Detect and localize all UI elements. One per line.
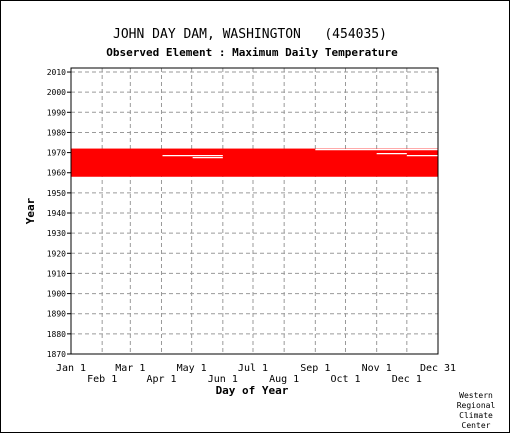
x-tick-label: Dec 31 [420, 363, 456, 374]
y-tick-label: 1940 [47, 209, 66, 218]
x-tick-label: Jun 1 [208, 374, 238, 385]
plot-area-border [70, 67, 439, 355]
y-tick-label: 1930 [47, 229, 66, 238]
credit-line: Center [462, 421, 491, 430]
x-tick-label: Jan 1 [56, 363, 86, 374]
x-tick-label: Jul 1 [238, 363, 268, 374]
credit-block: Western Regional Climate Center [457, 391, 496, 430]
x-tick-label: Apr 1 [146, 374, 176, 385]
y-tick-label: 1870 [47, 350, 66, 359]
x-tick-label: Aug 1 [269, 374, 299, 385]
y-tick-label: 1950 [47, 189, 66, 198]
y-tick-label: 1910 [47, 269, 66, 278]
y-tick-label: 1960 [47, 169, 66, 178]
x-axis: Jan 1 Mar 1 May 1 Jul 1 Sep 1 Nov 1 Dec 31 Feb … [56, 363, 456, 385]
y-tick-label: 1880 [47, 330, 66, 339]
credit-line: Regional [457, 401, 496, 410]
data-layer [71, 148, 438, 177]
y-tick-label: 2000 [47, 88, 66, 97]
chart-subtitle: Observed Element : Maximum Daily Tempera… [106, 46, 398, 59]
y-tick-label: 2010 [47, 68, 66, 77]
y-tick-label: 1980 [47, 128, 66, 137]
y-tick-label: 1970 [47, 149, 66, 158]
y-tick-label: 1990 [47, 108, 66, 117]
y-axis-label: Year [24, 197, 37, 224]
x-tick-label: Sep 1 [300, 363, 330, 374]
x-axis-label: Day of Year [216, 384, 289, 397]
x-tick-label: May 1 [177, 363, 207, 374]
x-tick-label: Feb 1 [87, 374, 117, 385]
x-tick-label: Dec 1 [392, 374, 422, 385]
credit-line: Western [459, 391, 493, 400]
y-axis: 2010 2000 1990 1980 1970 1960 1950 1940 1930 1920… [47, 68, 71, 359]
y-tick-label: 1900 [47, 290, 66, 299]
x-tick-label: Mar 1 [115, 363, 145, 374]
y-tick-label: 1890 [47, 310, 66, 319]
y-tick-label: 1920 [47, 249, 66, 258]
x-tick-label: Nov 1 [362, 363, 392, 374]
chart-title: JOHN DAY DAM, WASHINGTON (454035) [113, 27, 387, 42]
credit-line: Climate [459, 411, 493, 420]
x-tick-label: Oct 1 [330, 374, 360, 385]
